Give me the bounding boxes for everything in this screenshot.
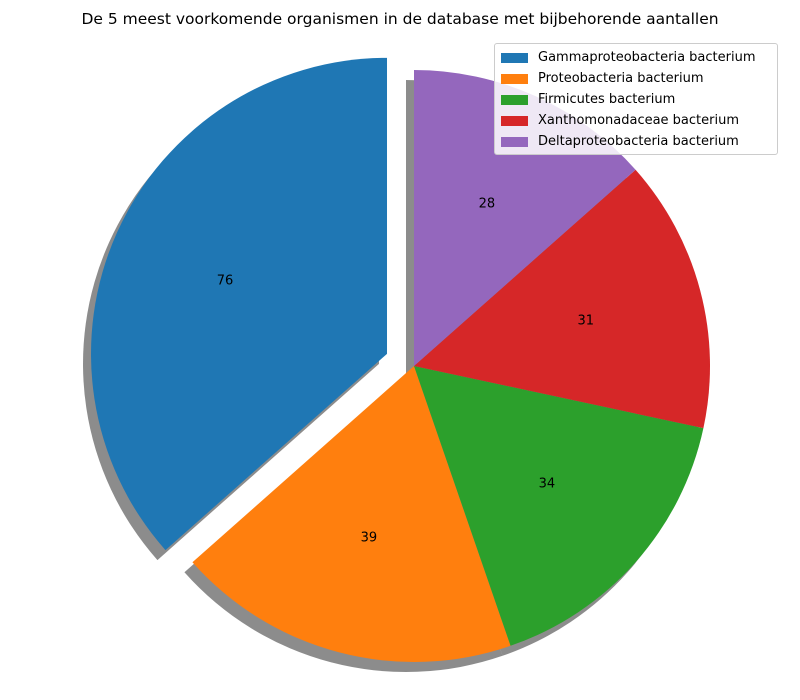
pie-slice: [91, 57, 388, 551]
legend-item: Xanthomonadaceae bacterium: [501, 110, 771, 131]
legend-swatch: [501, 94, 528, 105]
chart-title: De 5 meest voorkomende organismen in de …: [81, 10, 719, 28]
slice-value-labels: 76 39 34 31 28: [217, 197, 594, 546]
legend-swatch: [501, 73, 528, 84]
pie-slice: [192, 366, 511, 663]
slice-value-label: 31: [578, 313, 595, 328]
pie-slice: [414, 169, 710, 429]
legend-label: Firmicutes bacterium: [538, 92, 676, 107]
legend-label: Xanthomonadaceae bacterium: [538, 113, 740, 128]
legend-item: Firmicutes bacterium: [501, 89, 771, 110]
slice-value-label: 28: [479, 197, 496, 212]
legend-item: Proteobacteria bacterium: [501, 68, 771, 89]
legend-label: Gammaproteobacteria bacterium: [538, 50, 756, 65]
legend-swatch: [501, 136, 528, 147]
slice-value-label: 76: [217, 273, 234, 288]
legend-swatch: [501, 52, 528, 63]
slice-value-label: 34: [539, 476, 556, 491]
legend-item: Gammaproteobacteria bacterium: [501, 47, 771, 68]
legend-item: Deltaproteobacteria bacterium: [501, 131, 771, 152]
legend: Gammaproteobacteria bacterium Proteobacte…: [494, 43, 778, 155]
legend-label: Deltaproteobacteria bacterium: [538, 134, 739, 149]
pie-slice: [414, 366, 704, 646]
legend-label: Proteobacteria bacterium: [538, 71, 704, 86]
slice-value-label: 39: [361, 530, 378, 545]
legend-swatch: [501, 115, 528, 126]
